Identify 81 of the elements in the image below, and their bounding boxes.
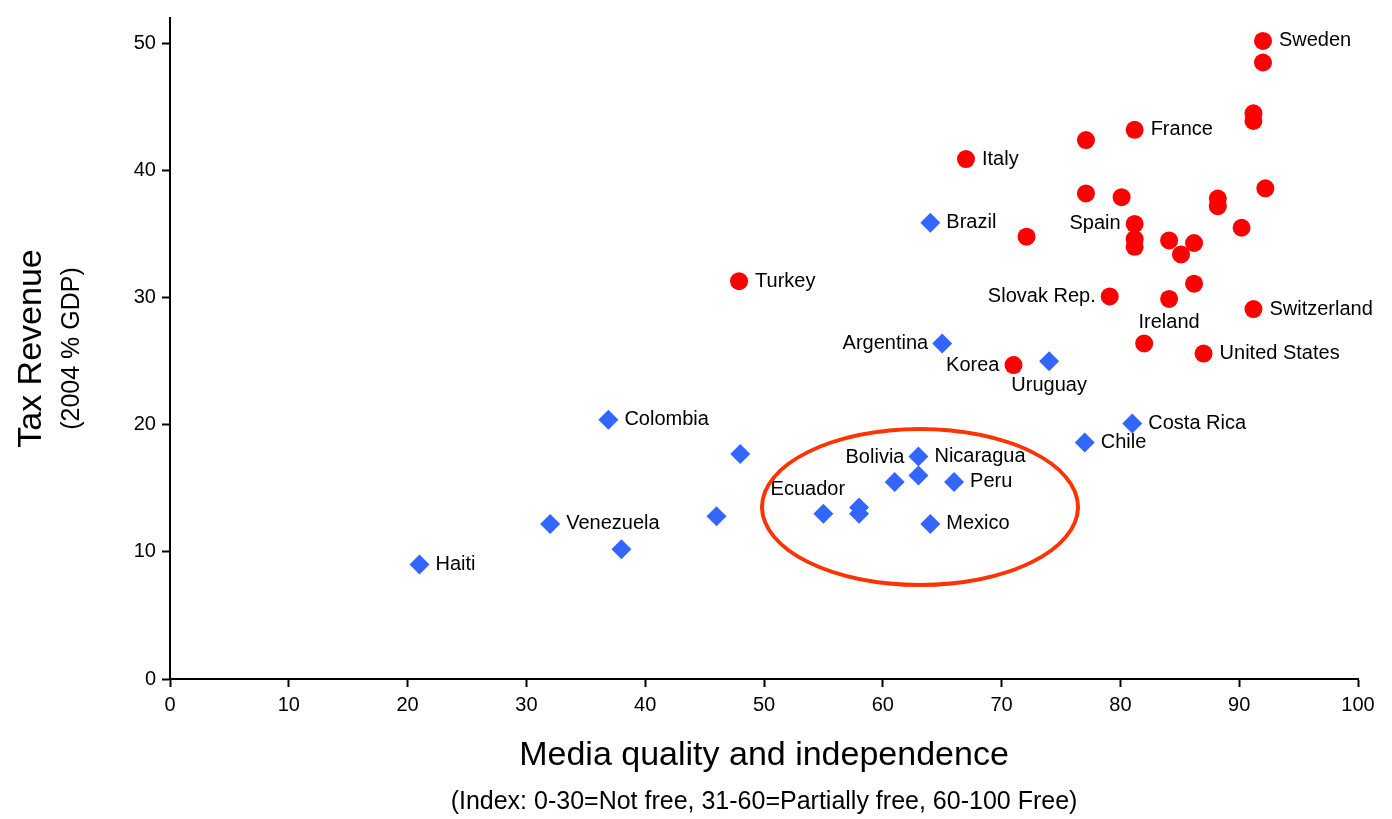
point — [1160, 231, 1179, 250]
point — [884, 471, 905, 492]
annotation: Argentina — [842, 330, 930, 353]
annotation: Slovak Rep. — [987, 283, 1096, 306]
annotation: Mexico — [946, 511, 1010, 534]
annotation: Chile — [1100, 430, 1147, 453]
point — [813, 503, 834, 524]
y-tick-label: 0 — [144, 666, 156, 689]
y-tick-label: 20 — [133, 412, 156, 435]
x-tick-label: 20 — [396, 692, 419, 715]
point — [944, 471, 965, 492]
annotation: France — [1150, 117, 1213, 140]
annotation: Brazil — [946, 210, 997, 233]
point — [730, 272, 749, 291]
point — [920, 212, 941, 233]
annotation: Korea — [946, 352, 1001, 375]
annotation: United States — [1219, 341, 1340, 364]
point — [1125, 214, 1144, 233]
y-tick-label: 10 — [133, 539, 156, 562]
y-tick-label: 40 — [133, 158, 156, 181]
point — [1160, 289, 1179, 308]
point — [956, 150, 975, 169]
point — [1100, 287, 1119, 306]
x-tick-label: 0 — [164, 692, 176, 715]
annotation: Ireland — [1138, 310, 1200, 333]
point — [920, 513, 941, 534]
annotation: Spain — [1069, 211, 1121, 234]
annotation: Venezuela — [566, 511, 661, 534]
point — [1135, 334, 1154, 353]
y-tick-label: 30 — [133, 285, 156, 308]
annotation: Peru — [970, 469, 1013, 492]
point — [1171, 245, 1190, 264]
annotation: Haiti — [435, 552, 476, 575]
x-tick-label: 50 — [752, 692, 776, 715]
point — [1253, 31, 1272, 50]
point — [409, 554, 430, 575]
point — [1112, 188, 1131, 207]
x-tick-label: 100 — [1341, 692, 1375, 715]
x-tick-label: 70 — [990, 692, 1013, 715]
annotation: Turkey — [755, 268, 816, 291]
point — [908, 465, 929, 486]
point — [540, 513, 561, 534]
point — [1017, 227, 1036, 246]
y-axis-title: Tax Revenue (2004 % GDP) — [10, 249, 84, 448]
x-tick-label: 80 — [1109, 692, 1132, 715]
annotation: Bolivia — [845, 445, 906, 468]
x-tick-label: 30 — [515, 692, 538, 715]
point — [1122, 413, 1143, 434]
x-tick-label: 60 — [871, 692, 894, 715]
x-tick-label: 90 — [1228, 692, 1251, 715]
x-tick-label: 10 — [277, 692, 300, 715]
point — [1232, 218, 1251, 237]
annotation: Ecuador — [770, 476, 846, 499]
point — [1076, 184, 1095, 203]
point — [908, 446, 929, 467]
x-tick-label: 40 — [634, 692, 657, 715]
point — [1253, 53, 1272, 72]
annotation: Uruguay — [1011, 372, 1087, 395]
point — [1074, 432, 1095, 453]
point — [1194, 344, 1213, 363]
point — [598, 409, 619, 430]
annotation: Switzerland — [1269, 296, 1373, 319]
point — [1185, 233, 1204, 252]
point — [932, 333, 953, 354]
point — [1256, 179, 1275, 198]
point — [1076, 131, 1095, 150]
point — [1185, 274, 1204, 293]
annotation: Sweden — [1278, 28, 1352, 51]
annotation: Costa Rica — [1148, 411, 1247, 434]
point — [1039, 351, 1060, 372]
point — [1004, 356, 1023, 375]
point — [1125, 120, 1144, 139]
point — [1244, 300, 1263, 319]
annotation: Italy — [981, 146, 1019, 169]
annotation: Nicaragua — [934, 444, 1027, 467]
x-axis-title: Media quality and independence (Index: 0-30=Not free, 31-60=Partially free, 60-100 Free) — [450, 734, 1078, 814]
point — [611, 539, 632, 560]
annotation: Colombia — [624, 407, 710, 430]
y-tick-label: 50 — [133, 30, 156, 53]
point — [706, 506, 727, 527]
point — [730, 444, 751, 465]
